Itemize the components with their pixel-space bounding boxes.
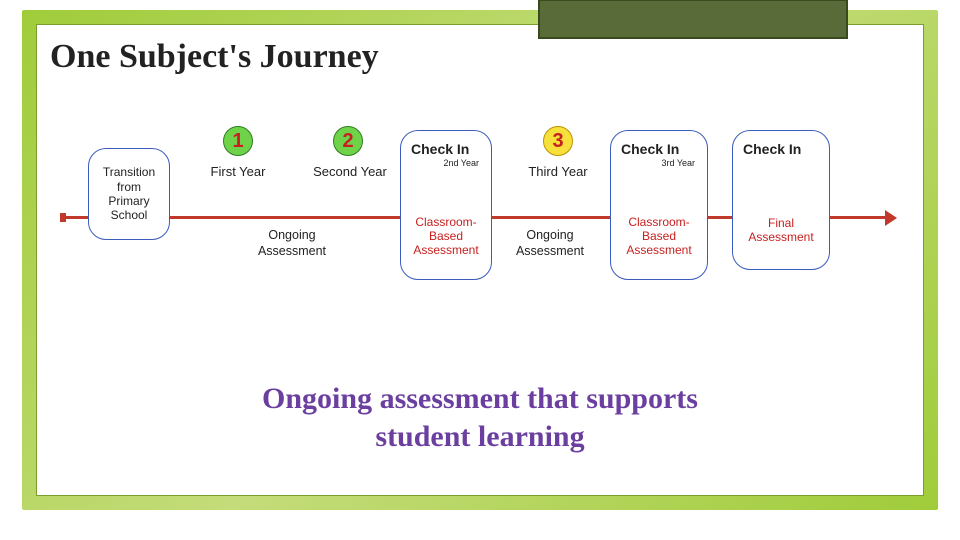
pill-transition-l1: Transition (95, 165, 163, 179)
ongoing-assessment-1-l2: Assessment (258, 244, 326, 260)
pill-checkin-1: Check In 2nd Year Classroom- Based Asses… (400, 130, 492, 280)
stage-number-3-text: 3 (552, 130, 563, 152)
pill-checkin-2-cba2: Based (617, 229, 701, 243)
stage-number-2-text: 2 (342, 130, 353, 152)
journey-diagram: Transition from Primary School 1 2 3 Fir… (60, 120, 890, 320)
pill-checkin-3: Check In Final Assessment (732, 130, 830, 270)
pill-transition-l4: School (95, 208, 163, 222)
tagline-l2: student learning (375, 420, 584, 453)
year-label-1: First Year (211, 164, 266, 179)
pill-transition: Transition from Primary School (88, 148, 170, 240)
pill-transition-l3: Primary (95, 194, 163, 208)
stage-number-3: 3 (543, 126, 573, 156)
stage-number-1-text: 1 (232, 130, 243, 152)
pill-checkin-3-fa2: Assessment (739, 230, 823, 244)
ongoing-assessment-1: Ongoing Assessment (258, 228, 326, 259)
pill-checkin-3-title: Check In (739, 141, 823, 158)
ongoing-assessment-2-l2: Assessment (516, 244, 584, 260)
pill-checkin-2-sub: 3rd Year (617, 158, 701, 169)
pill-checkin-2-cba3: Assessment (617, 243, 701, 257)
pill-transition-l2: from (95, 180, 163, 194)
pill-checkin-1-cba3: Assessment (407, 243, 485, 257)
slide-title: One Subject's Journey (50, 38, 379, 76)
pill-checkin-1-sub: 2nd Year (407, 158, 485, 169)
ongoing-assessment-2-l1: Ongoing (516, 228, 584, 244)
stage-number-1: 1 (223, 126, 253, 156)
timeline-arrowhead (885, 210, 897, 226)
stage-number-2: 2 (333, 126, 363, 156)
pill-checkin-1-title: Check In (407, 141, 485, 158)
year-label-2: Second Year (313, 164, 387, 179)
pill-checkin-2: Check In 3rd Year Classroom- Based Asses… (610, 130, 708, 280)
pill-checkin-1-cba1: Classroom- (407, 215, 485, 229)
tagline-l1: Ongoing assessment that supports (262, 382, 698, 415)
tagline: Ongoing assessment that supports student… (0, 380, 960, 455)
accent-box (538, 0, 848, 39)
pill-checkin-2-cba1: Classroom- (617, 215, 701, 229)
ongoing-assessment-1-l1: Ongoing (258, 228, 326, 244)
pill-checkin-1-cba2: Based (407, 229, 485, 243)
pill-checkin-2-title: Check In (617, 141, 701, 158)
ongoing-assessment-2: Ongoing Assessment (516, 228, 584, 259)
pill-checkin-3-fa1: Final (739, 216, 823, 230)
year-label-3: Third Year (528, 164, 587, 179)
